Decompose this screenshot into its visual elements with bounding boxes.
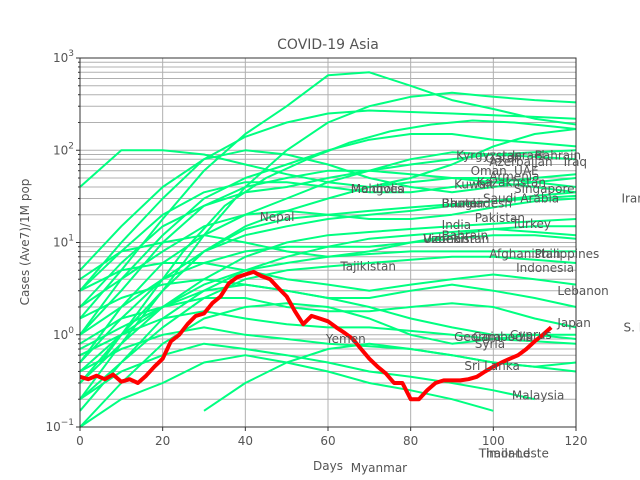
country-label: Georgia: [454, 330, 501, 344]
axis-ticks: 0 20 40 60 80 100 120 10−1 100 101 102 103: [45, 49, 587, 448]
y-tick-label: 100: [53, 326, 74, 342]
country-label: Bangladesh: [442, 197, 512, 211]
series-line: [79, 262, 577, 292]
series-line: [79, 133, 577, 336]
series-line: [203, 342, 577, 412]
x-tick-label: 20: [155, 434, 170, 448]
country-label: Bahrain: [442, 228, 488, 242]
x-tick-label: 60: [320, 434, 335, 448]
country-label: Philippines: [535, 247, 600, 261]
country-label: Vietnam: [423, 232, 473, 246]
country-label: Bahrain: [535, 149, 581, 163]
country-label: Nepal: [260, 210, 295, 224]
country-label: Afghanistan: [489, 247, 560, 261]
y-tick-label: 101: [53, 234, 74, 250]
country-label: Kazakhstan: [477, 175, 546, 189]
country-label: Iran: [621, 192, 640, 206]
country-label: UAE: [514, 164, 539, 178]
series-line: [79, 283, 576, 350]
chart-title: COVID-19 Asia: [277, 37, 379, 53]
x-tick-label: 40: [238, 434, 253, 448]
series-line: [79, 302, 577, 428]
y-tick-label: 102: [53, 141, 74, 157]
x-tick-label: 100: [482, 434, 505, 448]
x-axis-title: Days: [313, 459, 343, 473]
series-line: [79, 71, 577, 320]
country-label: Singapore: [514, 182, 575, 196]
country-label: Mongolia: [351, 182, 405, 196]
country-label: Pakistan: [475, 211, 525, 225]
y-tick-label: 10−1: [45, 418, 74, 434]
country-label: Turkey: [511, 217, 551, 231]
country-label: Syria: [475, 337, 505, 351]
y-axis-title: Cases (Ave7)/1M pop: [18, 179, 32, 306]
series-line: [99, 119, 577, 364]
country-label: Tajikistan: [339, 260, 396, 274]
country-label: Kyrgyzstan: [456, 149, 522, 163]
series-line: [79, 342, 535, 401]
country-label: Timor-Leste: [478, 446, 549, 460]
country-label: Bhutan: [442, 197, 485, 211]
country-label: Oman: [471, 164, 507, 178]
country-label: Indonesia: [516, 261, 574, 275]
country-label: Cambodia: [473, 330, 534, 344]
series-line-japan: [79, 269, 553, 402]
series-line: [79, 149, 577, 271]
series-line: [79, 234, 577, 336]
country-labels: BahrainQatarOmanArmeniaKazakhstanKuwaitS…: [260, 149, 640, 476]
x-tick-label: 0: [76, 434, 84, 448]
x-tick-label: 120: [565, 434, 588, 448]
country-label: Thailand: [478, 446, 531, 460]
country-label: Maldives: [351, 182, 404, 196]
series-lines: [79, 71, 577, 428]
country-label: S. K: [624, 321, 640, 335]
highlight-series: [79, 269, 553, 402]
country-label: Iraq: [564, 155, 587, 169]
x-tick-label: 80: [403, 434, 418, 448]
country-label: Azerbaijan: [489, 155, 552, 169]
country-label: India: [442, 218, 471, 232]
country-label: Yemen: [325, 332, 366, 346]
country-label: Lebanon: [557, 284, 608, 298]
country-label: Japan: [556, 316, 590, 330]
country-label: Myanmar: [351, 461, 407, 475]
country-label: Qatar: [485, 151, 519, 165]
country-label: Malaysia: [512, 389, 564, 403]
series-line: [79, 109, 577, 292]
country-label: Kuwait: [454, 177, 494, 191]
country-label: Sri Lanka: [464, 359, 519, 373]
country-label: Brunei: [442, 197, 481, 211]
country-label: Armenia: [489, 170, 539, 184]
country-label: Israel: [512, 149, 545, 163]
country-label: Saudi Arabia: [483, 192, 559, 206]
country-label: Uzbekistan: [423, 232, 489, 246]
series-line: [79, 255, 577, 400]
country-label: Cyprus: [510, 328, 552, 342]
series-line: [79, 197, 577, 308]
series-line: [120, 91, 577, 345]
y-tick-label: 103: [53, 49, 74, 65]
series-line: [79, 228, 577, 281]
